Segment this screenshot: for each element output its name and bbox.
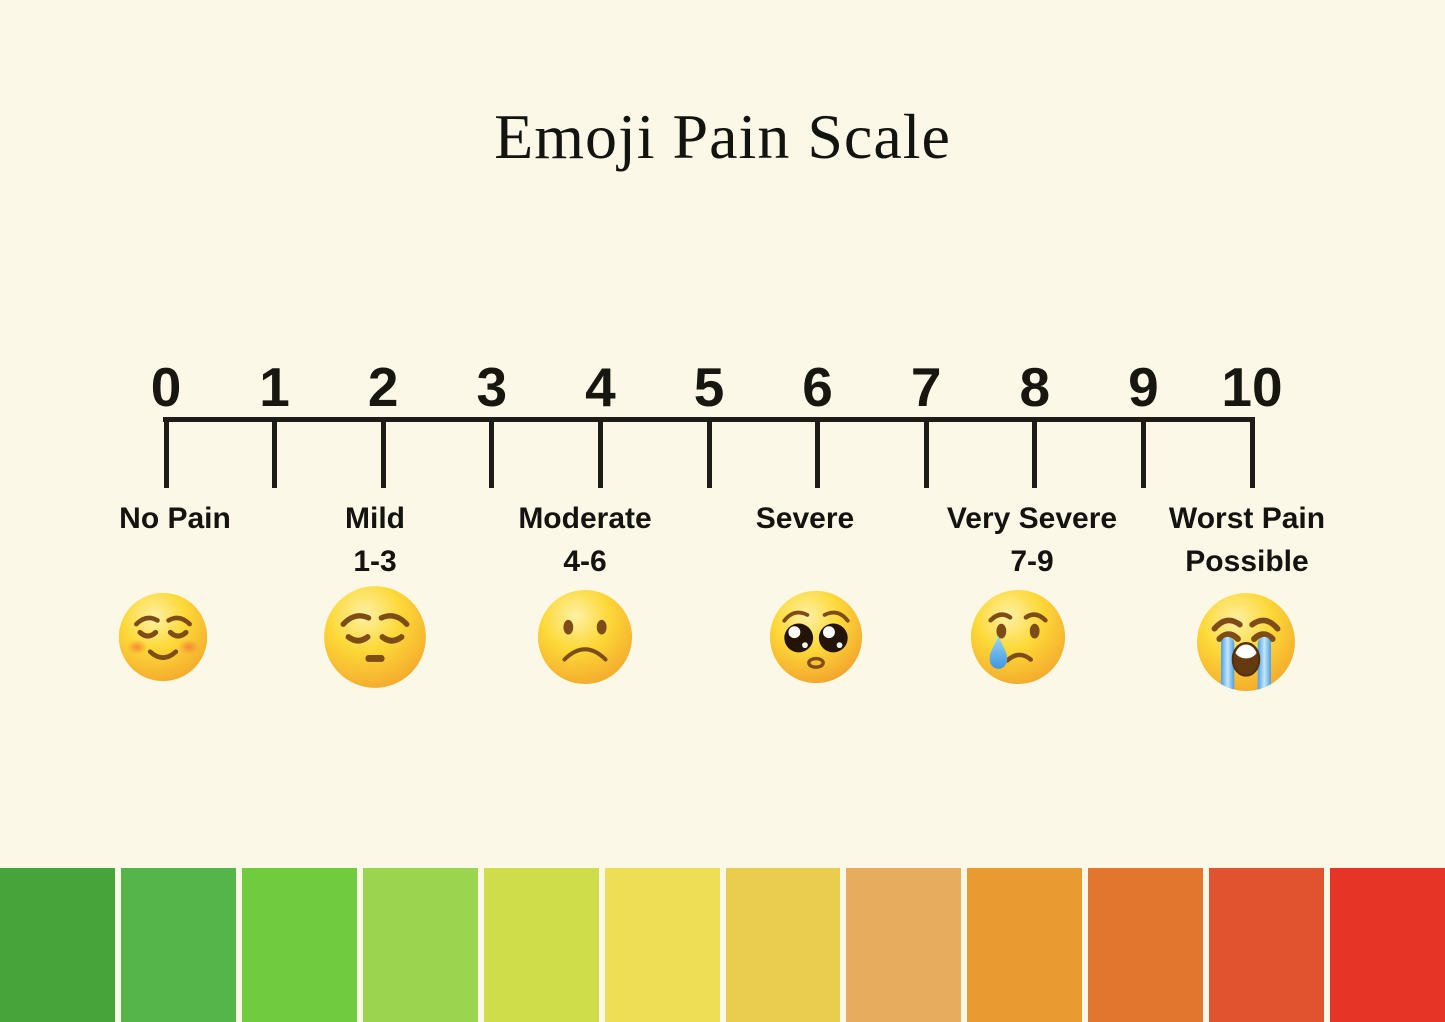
axis-number-10: 10 bbox=[1221, 356, 1283, 418]
pain-gradient-segment-9 bbox=[1088, 868, 1204, 1022]
scale-label-line1: Worst Pain bbox=[1168, 502, 1326, 535]
axis-number-0: 0 bbox=[150, 356, 182, 418]
scale-label-line1: Very Severe bbox=[946, 502, 1118, 535]
crying-face-emoji bbox=[969, 588, 1067, 686]
axis-number-7: 7 bbox=[910, 356, 942, 418]
scale-label-line1: Severe bbox=[755, 502, 855, 535]
relieved-face-emoji bbox=[117, 591, 209, 683]
pain-gradient-bar bbox=[0, 868, 1445, 1022]
scale-label-very-severe: Very Severe 7-9 bbox=[882, 498, 1182, 583]
pleading-face-emoji bbox=[768, 589, 864, 685]
page-title: Emoji Pain Scale bbox=[494, 101, 951, 172]
scale-label-severe: Severe bbox=[655, 498, 955, 541]
axis-number-1: 1 bbox=[259, 356, 290, 418]
pain-gradient-segment-7 bbox=[846, 868, 962, 1022]
axis-tick-3 bbox=[489, 417, 495, 488]
axis-number-5: 5 bbox=[693, 356, 725, 418]
pensive-face-emoji bbox=[322, 584, 428, 690]
scale-label-line2: 1-3 bbox=[353, 544, 397, 578]
pain-gradient-segment-1 bbox=[120, 868, 236, 1022]
pain-gradient-segment-3 bbox=[362, 868, 478, 1022]
axis-number-6: 6 bbox=[802, 356, 833, 418]
axis-tick-0 bbox=[163, 417, 169, 488]
pain-gradient-segment-2 bbox=[241, 868, 357, 1022]
axis-number-3: 3 bbox=[476, 356, 508, 418]
pain-gradient-segment-4 bbox=[483, 868, 599, 1022]
scale-label-mild: Mild 1-3 bbox=[225, 498, 525, 583]
axis-tick-8 bbox=[1032, 417, 1038, 488]
axis-tick-4 bbox=[597, 417, 603, 488]
scale-label-worst-pain: Worst Pain Possible bbox=[1097, 498, 1397, 583]
scale-label-line2: Possible bbox=[1185, 544, 1309, 578]
frowning-face-emoji bbox=[536, 588, 634, 686]
axis-number-8: 8 bbox=[1019, 356, 1051, 418]
axis-tick-2 bbox=[380, 417, 386, 488]
axis-tick-10 bbox=[1249, 417, 1255, 488]
axis-tick-7 bbox=[923, 417, 929, 488]
axis-tick-6 bbox=[815, 417, 821, 488]
axis-number-2: 2 bbox=[367, 356, 399, 418]
scale-label-line2: 7-9 bbox=[1010, 544, 1054, 578]
pain-gradient-segment-6 bbox=[725, 868, 841, 1022]
scale-label-line2: 4-6 bbox=[563, 544, 607, 578]
scale-label-line1: Moderate bbox=[518, 502, 652, 535]
scale-label-no-pain: No Pain bbox=[25, 498, 325, 541]
scale-label-line1: Mild bbox=[345, 502, 405, 535]
pain-gradient-segment-11 bbox=[1330, 868, 1445, 1022]
pain-gradient-segment-0 bbox=[0, 868, 115, 1022]
axis-tick-1 bbox=[272, 417, 278, 488]
pain-gradient-segment-10 bbox=[1209, 868, 1325, 1022]
axis-tick-numbers: 0 1 2 3 4 5 6 7 8 9 10 bbox=[0, 360, 1445, 416]
pain-gradient-segment-8 bbox=[967, 868, 1083, 1022]
axis-number-9: 9 bbox=[1128, 356, 1159, 418]
axis-tick-9 bbox=[1140, 417, 1146, 488]
axis-number-4: 4 bbox=[585, 356, 616, 418]
scale-label-moderate: Moderate 4-6 bbox=[435, 498, 735, 583]
axis-tick-5 bbox=[706, 417, 712, 488]
loudly-crying-face-emoji bbox=[1195, 591, 1297, 693]
pain-gradient-segment-5 bbox=[604, 868, 720, 1022]
scale-label-line1: No Pain bbox=[119, 502, 231, 535]
